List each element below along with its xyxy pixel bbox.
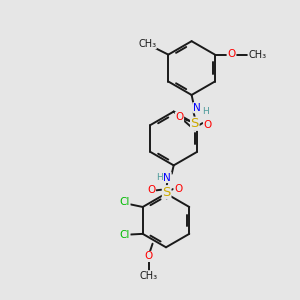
Text: N: N (164, 172, 171, 182)
Text: O: O (174, 184, 182, 194)
Text: Cl: Cl (120, 197, 130, 208)
Text: O: O (227, 49, 236, 59)
Text: S: S (163, 186, 171, 199)
Text: O: O (145, 251, 153, 262)
Text: H: H (202, 107, 208, 116)
Text: O: O (175, 112, 184, 122)
Text: Cl: Cl (120, 230, 130, 240)
Text: H: H (156, 173, 163, 182)
Text: O: O (147, 185, 155, 195)
Text: S: S (190, 117, 199, 130)
Text: CH₃: CH₃ (140, 271, 158, 281)
Text: CH₃: CH₃ (248, 50, 266, 60)
Text: N: N (193, 103, 201, 113)
Text: CH₃: CH₃ (138, 39, 156, 49)
Text: O: O (203, 120, 212, 130)
